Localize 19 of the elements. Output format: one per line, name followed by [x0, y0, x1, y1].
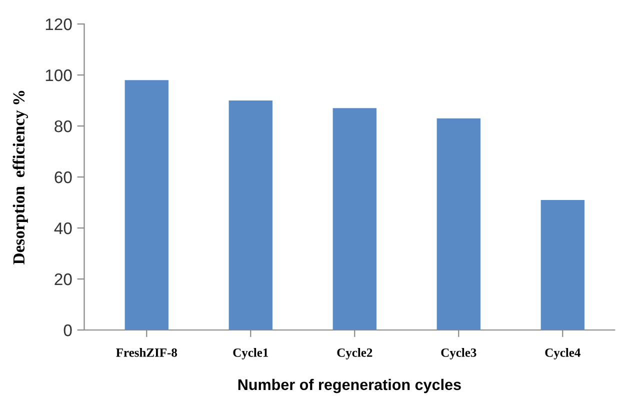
- x-tick-label: Cycle4: [545, 348, 580, 360]
- x-axis-title: Number of regeneration cycles: [238, 378, 461, 394]
- bar: [332, 108, 376, 330]
- y-tick-label: 60: [54, 171, 72, 184]
- bar: [124, 80, 168, 330]
- y-tick-label: 0: [64, 324, 72, 336]
- y-tick-label: 100: [46, 69, 72, 82]
- bar: [540, 200, 584, 330]
- y-axis-title: Desorption efficiency %: [12, 90, 28, 264]
- x-tick-label: Cycle1: [233, 348, 268, 360]
- x-tick-label: FreshZIF-8: [116, 348, 178, 357]
- x-tick-label: Cycle3: [441, 348, 476, 360]
- bar: [436, 118, 480, 330]
- y-tick-label: 80: [54, 120, 72, 132]
- bar: [228, 100, 272, 330]
- y-tick-label: 20: [54, 273, 72, 286]
- x-tick-label: Cycle2: [337, 348, 372, 360]
- y-tick-label: 120: [46, 18, 72, 30]
- y-tick-label: 40: [54, 222, 72, 234]
